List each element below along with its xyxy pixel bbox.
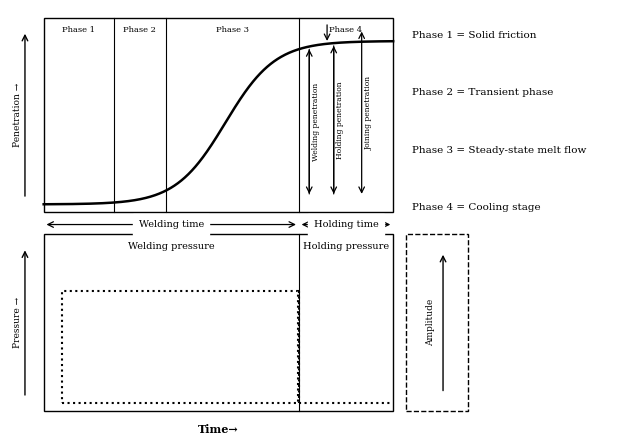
Text: Time→: Time→ bbox=[198, 424, 239, 435]
Text: Holding time: Holding time bbox=[314, 220, 378, 229]
Text: Welding penetration: Welding penetration bbox=[312, 83, 319, 161]
Bar bbox=[44, 18, 393, 212]
Text: Welding time: Welding time bbox=[139, 220, 204, 229]
Text: Joining penetration: Joining penetration bbox=[364, 76, 372, 150]
Text: Phase 4 = Cooling stage: Phase 4 = Cooling stage bbox=[412, 203, 540, 212]
Text: Holding pressure: Holding pressure bbox=[303, 242, 389, 251]
Text: Holding penetration: Holding penetration bbox=[336, 81, 344, 159]
Text: Phase 1: Phase 1 bbox=[62, 26, 95, 34]
Text: Phase 3 = Steady-state melt flow: Phase 3 = Steady-state melt flow bbox=[412, 146, 586, 155]
Text: Pressure →: Pressure → bbox=[13, 297, 22, 348]
Bar bbox=[406, 234, 468, 411]
Text: Phase 3: Phase 3 bbox=[216, 26, 249, 34]
Text: Welding pressure: Welding pressure bbox=[128, 242, 215, 251]
Text: Penetration →: Penetration → bbox=[13, 83, 22, 147]
Text: Phase 2 = Transient phase: Phase 2 = Transient phase bbox=[412, 88, 553, 97]
Bar bbox=[44, 234, 393, 411]
Bar bbox=[62, 291, 298, 403]
Text: Phase 1 = Solid friction: Phase 1 = Solid friction bbox=[412, 31, 537, 40]
Text: Phase 4: Phase 4 bbox=[329, 26, 363, 34]
Text: Phase 2: Phase 2 bbox=[124, 26, 156, 34]
Text: Amplitude: Amplitude bbox=[426, 299, 435, 346]
